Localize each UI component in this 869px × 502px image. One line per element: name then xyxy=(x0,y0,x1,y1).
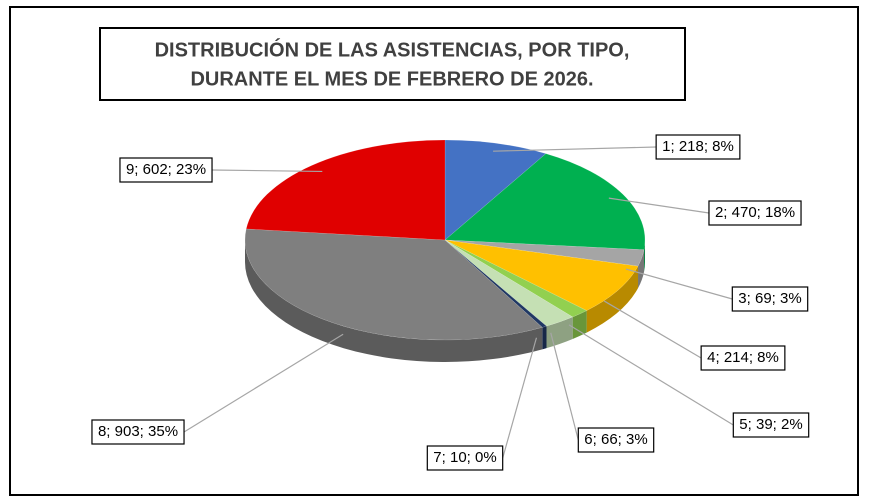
data-label-box xyxy=(119,157,213,183)
leader-line xyxy=(625,268,733,300)
leader-line xyxy=(212,169,323,173)
data-label-box xyxy=(708,200,802,226)
leader-line xyxy=(603,300,702,359)
slice-top xyxy=(444,239,588,318)
data-label-box xyxy=(700,345,786,371)
slice-top xyxy=(444,239,639,311)
data-label: 8; 903; 35% xyxy=(98,423,178,440)
data-label: 5; 39; 2% xyxy=(739,416,802,433)
slice-side xyxy=(586,266,639,333)
leader-line xyxy=(183,333,344,433)
pie-slice xyxy=(244,228,543,363)
chart-title: DURANTE EL MES DE FEBRERO DE 2026. xyxy=(190,68,593,90)
leader-line xyxy=(568,324,734,426)
slice-top xyxy=(244,228,543,341)
data-label-box xyxy=(731,286,809,312)
data-label-box xyxy=(655,134,741,160)
slice-top xyxy=(444,239,548,328)
slice-top xyxy=(444,139,547,241)
slice-top xyxy=(245,139,446,241)
slice-side xyxy=(644,240,645,272)
data-label-box xyxy=(426,445,504,471)
pie-slice xyxy=(444,239,548,350)
data-label: 4; 214; 8% xyxy=(707,349,779,366)
slice-top xyxy=(444,239,645,267)
leader-line xyxy=(608,197,710,214)
slice-top xyxy=(444,153,646,251)
data-label: 7; 10; 0% xyxy=(433,449,496,466)
data-label: 6; 66; 3% xyxy=(584,431,647,448)
slice-side xyxy=(638,249,645,289)
leader-line xyxy=(550,332,579,441)
pie-slice xyxy=(444,239,645,289)
pie-slice xyxy=(444,239,588,339)
pie-slice xyxy=(444,153,646,272)
data-label-box xyxy=(91,419,185,445)
slice-side xyxy=(572,310,587,339)
data-label: 3; 69; 3% xyxy=(738,290,801,307)
slice-side xyxy=(245,240,543,363)
pie-slice xyxy=(444,239,639,333)
data-label: 1; 218; 8% xyxy=(662,138,734,155)
slice-side xyxy=(542,326,547,350)
slice-top xyxy=(444,239,574,327)
data-label-box xyxy=(577,427,655,453)
pie-slice xyxy=(444,139,547,241)
pie-slice xyxy=(245,139,446,241)
title-box xyxy=(99,27,686,101)
data-label-box xyxy=(732,412,810,438)
data-label: 9; 602; 23% xyxy=(126,161,206,178)
leader-line xyxy=(493,146,657,152)
data-label: 2; 470; 18% xyxy=(715,204,795,221)
leader-line xyxy=(502,337,538,459)
chart-title: DISTRIBUCIÓN DE LAS ASISTENCIAS, POR TIP… xyxy=(155,37,630,61)
